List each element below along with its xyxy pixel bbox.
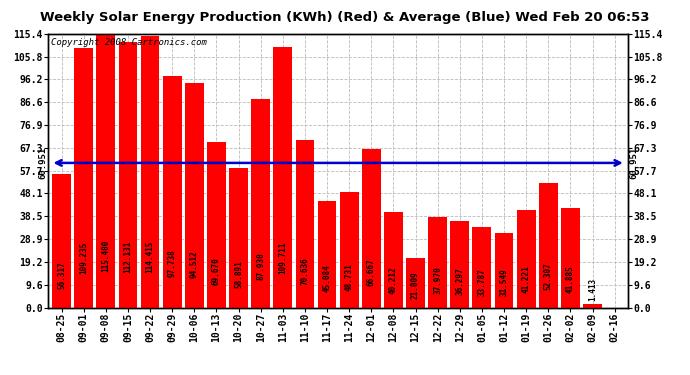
Bar — [141, 36, 159, 308]
Text: 41.885: 41.885 — [566, 266, 575, 293]
Text: 94.512: 94.512 — [190, 251, 199, 278]
Text: 41.221: 41.221 — [522, 266, 531, 293]
Text: 48.731: 48.731 — [345, 264, 354, 291]
Bar — [339, 192, 359, 308]
Bar — [451, 221, 469, 308]
Bar — [428, 217, 447, 308]
Text: 31.549: 31.549 — [500, 268, 509, 296]
Text: 36.297: 36.297 — [455, 267, 464, 295]
Text: 112.131: 112.131 — [124, 241, 132, 273]
Text: Copyright 2008 Cartronics.com: Copyright 2008 Cartronics.com — [51, 38, 207, 47]
Bar — [119, 42, 137, 308]
Text: 52.307: 52.307 — [544, 262, 553, 290]
Text: 66.667: 66.667 — [367, 258, 376, 286]
Bar — [229, 168, 248, 308]
Text: 56.317: 56.317 — [57, 261, 66, 289]
Bar — [406, 258, 425, 307]
Text: 109.711: 109.711 — [278, 242, 287, 274]
Bar — [52, 174, 71, 308]
Text: 70.636: 70.636 — [300, 257, 309, 285]
Text: 58.891: 58.891 — [234, 261, 243, 288]
Text: 37.970: 37.970 — [433, 267, 442, 294]
Text: 21.009: 21.009 — [411, 272, 420, 299]
Text: 97.738: 97.738 — [168, 249, 177, 277]
Bar — [75, 48, 93, 308]
Text: 40.212: 40.212 — [389, 266, 398, 294]
Text: 87.930: 87.930 — [256, 252, 265, 280]
Bar — [317, 201, 337, 308]
Text: 115.400: 115.400 — [101, 240, 110, 272]
Bar — [495, 232, 513, 308]
Text: 1.413: 1.413 — [588, 278, 597, 301]
Bar — [163, 76, 181, 307]
Bar — [207, 142, 226, 308]
Bar — [295, 140, 315, 308]
Bar — [384, 212, 403, 308]
Text: 45.084: 45.084 — [322, 264, 331, 292]
Bar — [97, 34, 115, 308]
Bar — [473, 227, 491, 308]
Bar — [539, 183, 558, 308]
Bar — [583, 304, 602, 307]
Bar — [362, 149, 381, 308]
Text: 69.670: 69.670 — [212, 258, 221, 285]
Text: 109.235: 109.235 — [79, 242, 88, 274]
Bar — [273, 47, 292, 308]
Bar — [185, 83, 204, 308]
Bar — [251, 99, 270, 308]
Text: Weekly Solar Energy Production (KWh) (Red) & Average (Blue) Wed Feb 20 06:53: Weekly Solar Energy Production (KWh) (Re… — [40, 11, 650, 24]
Bar — [517, 210, 535, 308]
Bar — [561, 208, 580, 308]
Text: 114.415: 114.415 — [146, 240, 155, 273]
Text: 60.951: 60.951 — [38, 147, 47, 179]
Text: 33.787: 33.787 — [477, 268, 486, 296]
Text: 60.951: 60.951 — [629, 147, 638, 179]
